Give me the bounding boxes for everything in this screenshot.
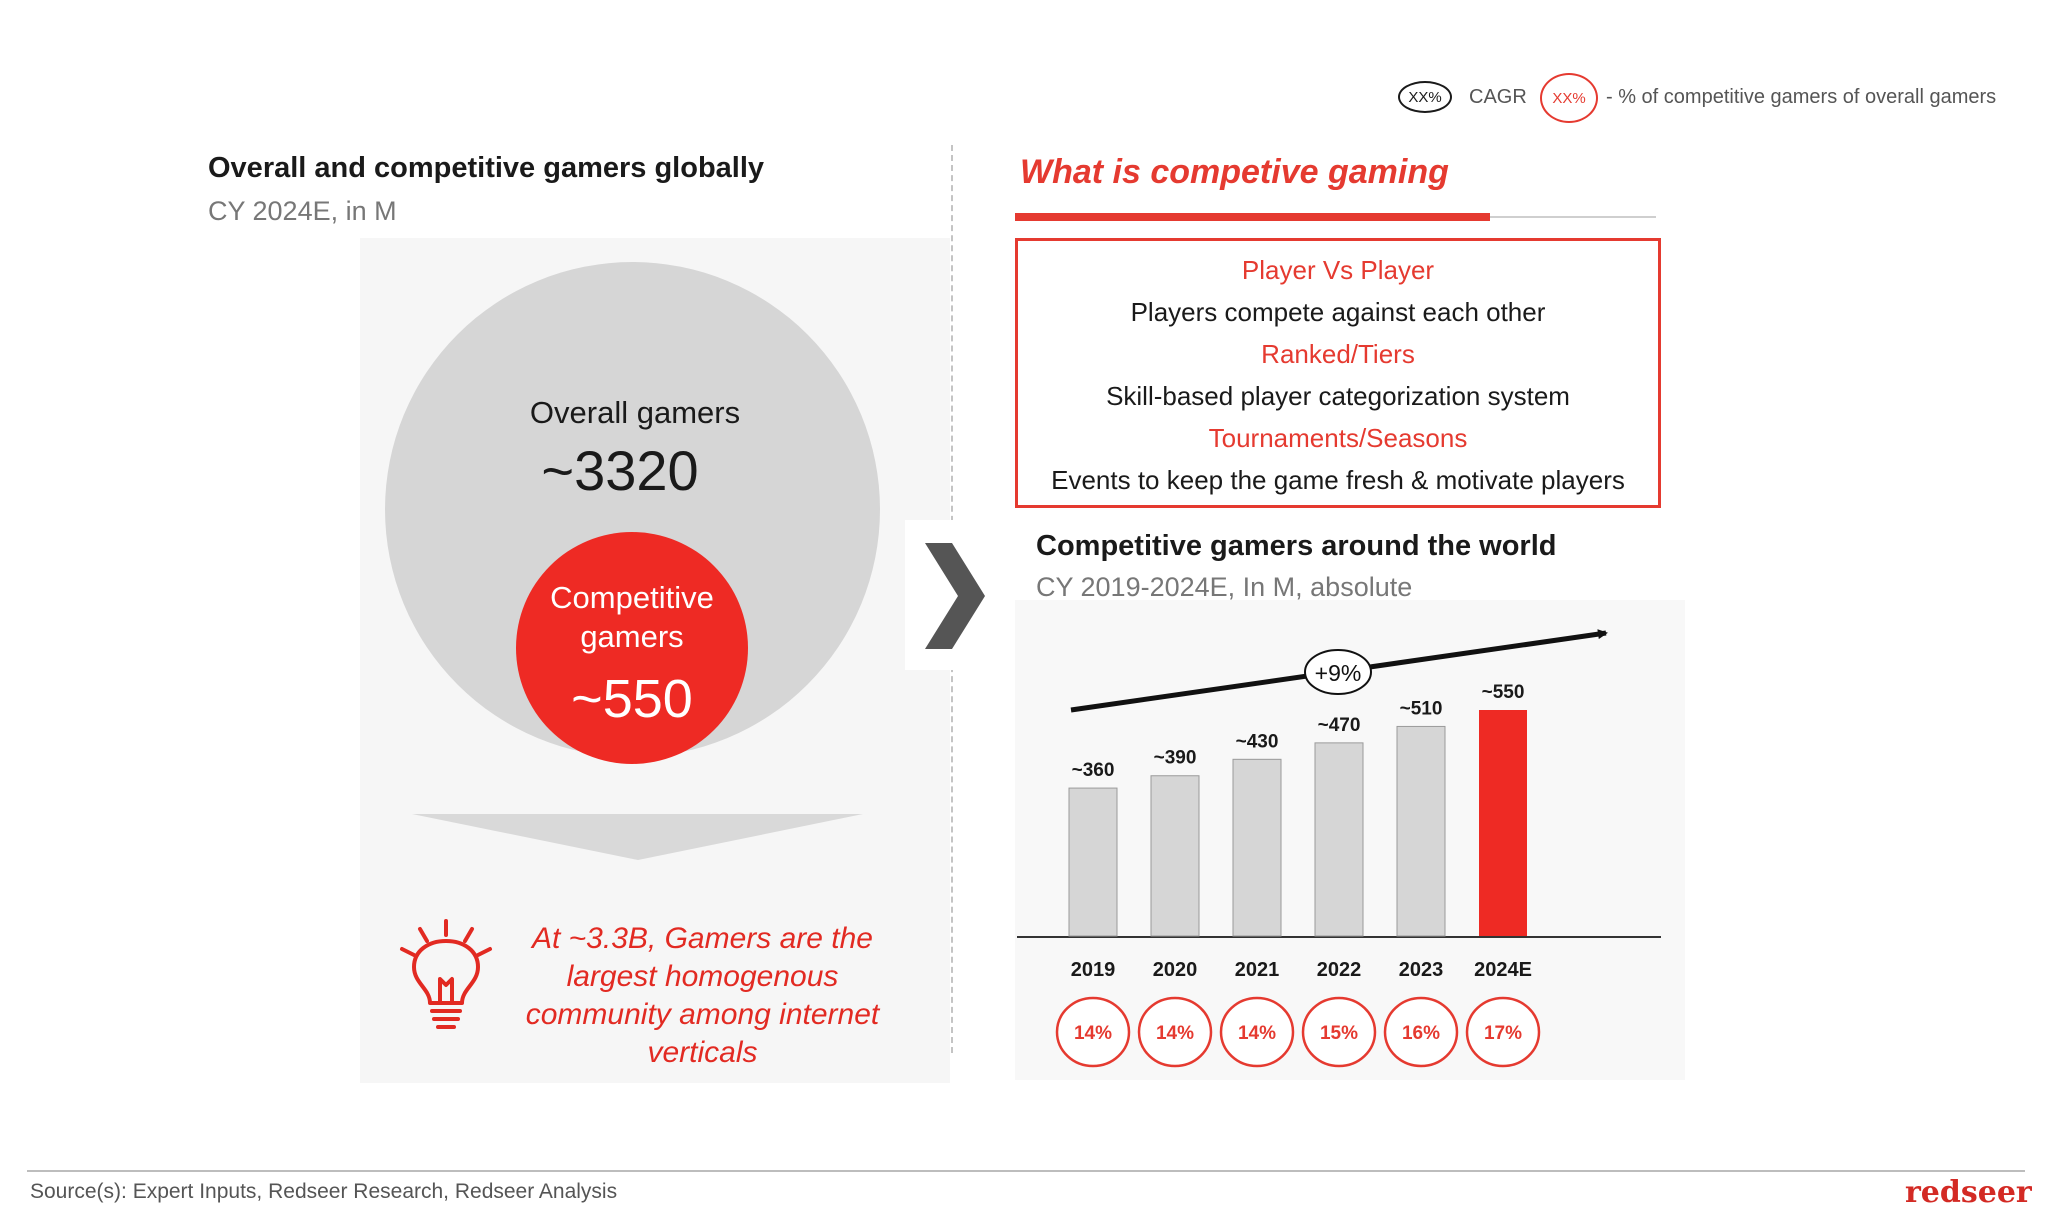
source-note: Source(s): Expert Inputs, Redseer Resear… <box>30 1180 618 1203</box>
left-section-title: Overall and competitive gamers globally <box>208 152 765 184</box>
bar-value-label: ~510 <box>1400 698 1443 719</box>
definition-box <box>1015 238 1661 508</box>
redseer-logo: redseer <box>1905 1175 2032 1210</box>
bar-chart: +9% ~360 2019 14% ~390 2020 14% ~430 2021 14% ~47… <box>1017 629 1661 1068</box>
category-label: 2021 <box>1235 959 1280 981</box>
bar-value-label: ~360 <box>1072 760 1115 781</box>
definition-heading: Ranked/Tiers <box>1261 339 1415 369</box>
bar-value-label: ~470 <box>1318 715 1361 736</box>
share-label: 14% <box>1074 1023 1112 1044</box>
insight-line: largest homogenous <box>566 960 839 993</box>
share-label: 17% <box>1484 1023 1522 1044</box>
share-circle <box>1465 996 1541 1068</box>
category-label: 2019 <box>1071 959 1116 981</box>
bar-value-label: ~550 <box>1482 682 1525 703</box>
lightbulb-icon <box>400 919 492 1029</box>
category-label: 2024E <box>1474 959 1532 981</box>
bar-2024E <box>1479 710 1527 936</box>
cagr-legend-symbol: XX% <box>1398 81 1452 113</box>
insight-text: At ~3.3B, Gamers are the largest homogen… <box>505 920 900 1072</box>
bar-2023 <box>1396 725 1446 937</box>
down-funnel-arrow <box>412 814 863 860</box>
share-circle <box>1301 996 1377 1068</box>
competitive-gamers-value: ~550 <box>571 669 693 729</box>
definition-title-line <box>1490 216 1656 218</box>
bar-2021 <box>1232 758 1282 937</box>
bar-2020 <box>1150 775 1200 937</box>
definition-heading: Tournaments/Seasons <box>1208 423 1468 453</box>
bar-value-label: ~430 <box>1236 731 1279 752</box>
competitive-gamers-label: Competitive gamers <box>516 578 748 656</box>
share-label: 14% <box>1156 1023 1194 1044</box>
cagr-legend-label: CAGR <box>1469 86 1527 108</box>
definition-description: Events to keep the game fresh & motivate… <box>1051 465 1625 495</box>
insight-line: community among internet <box>525 998 880 1031</box>
insight-line: verticals <box>647 1036 758 1069</box>
share-legend-label: - % of competitive gamers of overall gam… <box>1606 86 1997 108</box>
footer-divider <box>27 1170 2025 1172</box>
insight-line: At ~3.3B, Gamers are the <box>531 922 873 955</box>
left-section-subtitle: CY 2024E, in M <box>208 196 397 226</box>
cagr-badge <box>1304 649 1372 695</box>
definition-title: What is competive gaming <box>1020 153 1449 191</box>
share-circle <box>1137 996 1213 1068</box>
share-circle <box>1383 996 1459 1068</box>
definition-heading: Player Vs Player <box>1241 255 1435 285</box>
share-legend-symbol: XX% <box>1540 73 1598 123</box>
overall-gamers-label: Overall gamers <box>529 395 741 430</box>
category-label: 2023 <box>1399 959 1444 981</box>
definition-description: Skill-based player categorization system <box>1106 381 1570 411</box>
category-label: 2022 <box>1317 959 1362 981</box>
category-label: 2020 <box>1153 959 1198 981</box>
share-label: 16% <box>1402 1023 1440 1044</box>
competitive-gamers-label-line1: Competitive <box>550 580 714 615</box>
share-circle <box>1219 996 1295 1068</box>
competitive-gamers-label-line2: gamers <box>580 619 684 654</box>
chevron-right-icon <box>925 543 985 649</box>
cagr-label: +9% <box>1315 660 1362 686</box>
bar-value-label: ~390 <box>1154 748 1197 769</box>
chart-subtitle: CY 2019-2024E, In M, absolute <box>1036 572 1413 602</box>
share-circle <box>1055 996 1131 1068</box>
share-label: 15% <box>1320 1023 1358 1044</box>
definition-title-bar <box>1015 213 1490 221</box>
share-label: 14% <box>1238 1023 1276 1044</box>
chart-title: Competitive gamers around the world <box>1036 530 1557 562</box>
bar-2022 <box>1314 742 1364 937</box>
overall-gamers-value: ~3320 <box>541 439 699 502</box>
bar-2019 <box>1068 787 1118 937</box>
definition-description: Players compete against each other <box>1130 297 1546 327</box>
competitive-gamers-circle <box>516 532 748 764</box>
